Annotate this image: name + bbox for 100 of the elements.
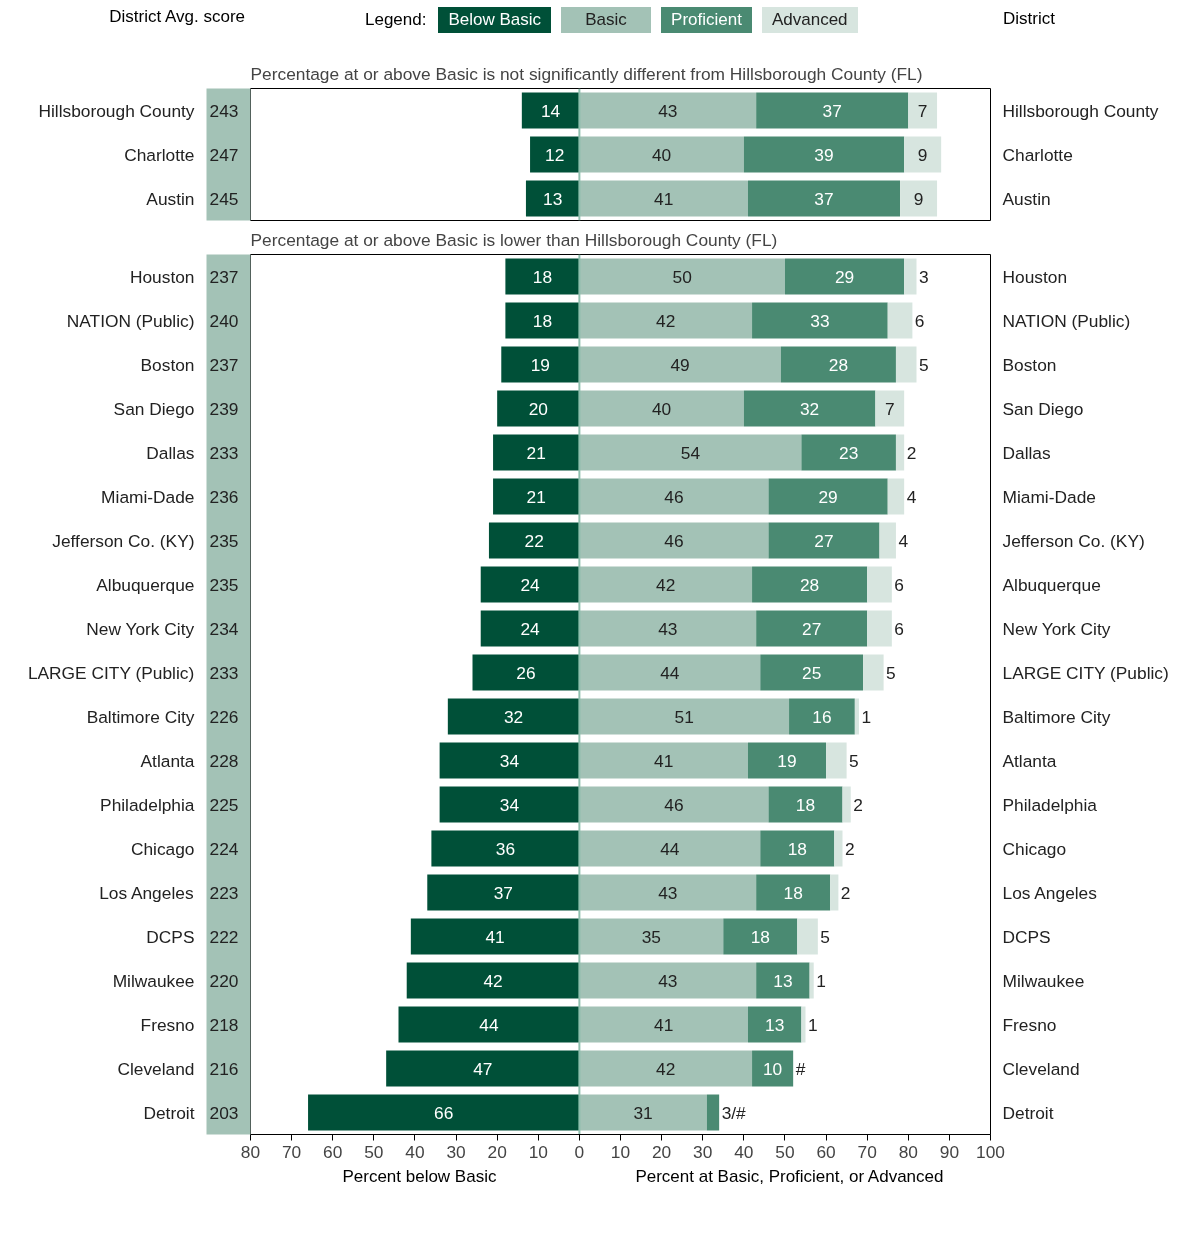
category-label: Hillsborough County <box>38 100 195 121</box>
data-label: 21 <box>526 442 546 463</box>
chart-title: Percentage at or above Basic is lower than Hillsborough County (FL) <box>250 229 778 250</box>
data-label: 41 <box>654 188 674 209</box>
data-label: 36 <box>495 838 516 859</box>
data-label: 27 <box>802 618 822 639</box>
data-label: 32 <box>503 706 524 727</box>
x-tick-label: 50 <box>364 1141 384 1162</box>
data-label: 22 <box>524 530 544 551</box>
category-label: Boston <box>140 354 195 375</box>
data-label: 28 <box>799 574 820 595</box>
text: # <box>795 1058 806 1079</box>
category-label: San Diego <box>113 398 195 419</box>
category-label: Cleveland <box>117 1058 195 1079</box>
x-tick-label: 70 <box>281 1141 302 1162</box>
category-label: Charlotte <box>124 144 195 165</box>
category-label: Chicago <box>130 838 195 859</box>
category-label: Austin <box>146 188 195 209</box>
category-label: DCPS <box>146 926 195 947</box>
data-label: 12 <box>545 144 565 165</box>
data-label: 41 <box>654 1014 674 1035</box>
text: 226 <box>209 706 239 727</box>
y-tick-label: Detroit <box>1002 1102 1054 1123</box>
data-label: 1 <box>807 1014 818 1035</box>
y-tick-label: Austin <box>1002 188 1051 209</box>
data-label: 37 <box>493 882 513 903</box>
text: 216 <box>209 1058 239 1079</box>
y-tick-label: Charlotte <box>1002 144 1073 165</box>
data-label: 31 <box>633 1102 653 1123</box>
data-label: 18 <box>783 882 803 903</box>
text: District Avg. score <box>108 7 245 27</box>
data-label: 9 <box>913 188 924 209</box>
data-label: 35 <box>641 926 661 947</box>
text: 228 <box>209 750 239 771</box>
data-label: 29 <box>834 266 855 287</box>
x-tick-label: 40 <box>405 1141 425 1162</box>
text: 218 <box>209 1014 239 1035</box>
data-label: 13 <box>773 970 793 991</box>
data-label: 41 <box>485 926 505 947</box>
data-label: 44 <box>479 1014 499 1035</box>
y-tick-label: Dallas <box>1002 442 1051 463</box>
y-tick-label: Albuquerque <box>1002 574 1101 595</box>
data-label: 34 <box>499 794 520 815</box>
y-tick-label: Fresno <box>1002 1014 1057 1035</box>
x-tick-label: 0 <box>574 1141 585 1162</box>
chart-title: Percentage at or above Basic is not significantly different from Hillsborough County (FL) <box>250 63 923 84</box>
category-label: LARGE CITY (Public) <box>27 662 195 683</box>
x-tick-label: 10 <box>610 1141 631 1162</box>
data-label: 7 <box>884 398 895 419</box>
y-tick-label: Cleveland <box>1002 1058 1080 1079</box>
data-label: 21 <box>526 486 546 507</box>
text: 233 <box>209 442 239 463</box>
data-label: 42 <box>656 574 676 595</box>
data-label: 5 <box>820 926 830 947</box>
text: 220 <box>209 970 239 991</box>
data-label: 29 <box>818 486 838 507</box>
text: 203 <box>209 1102 239 1123</box>
data-label: 43 <box>658 100 678 121</box>
category-label: Detroit <box>143 1102 195 1123</box>
data-label: 43 <box>658 882 678 903</box>
data-label: 37 <box>814 188 834 209</box>
text: District <box>1003 8 1055 30</box>
y-tick-label: Chicago <box>1002 838 1067 859</box>
y-tick-label: NATION (Public) <box>1002 310 1131 331</box>
data-label: 6 <box>894 618 904 639</box>
y-tick-label: DCPS <box>1002 926 1051 947</box>
data-label: 2 <box>853 794 863 815</box>
data-label: 49 <box>670 354 690 375</box>
category-label: Milwaukee <box>112 970 195 991</box>
data-label: 66 <box>434 1102 454 1123</box>
text: 224 <box>209 838 239 859</box>
y-tick-label: Los Angeles <box>1002 882 1098 903</box>
y-tick-label: Miami-Dade <box>1002 486 1096 507</box>
data-label: 40 <box>651 144 672 165</box>
y-tick-label: Boston <box>1002 354 1057 375</box>
text: Below Basic <box>438 7 552 34</box>
data-label: 18 <box>532 310 553 331</box>
data-label: 9 <box>917 144 928 165</box>
data-label: 10 <box>762 1058 783 1079</box>
data-label: 3 <box>918 266 929 287</box>
data-label: 37 <box>822 100 842 121</box>
data-label: 32 <box>799 398 820 419</box>
x-tick-label: 20 <box>651 1141 672 1162</box>
data-label: 5 <box>886 662 896 683</box>
data-label: 34 <box>499 750 520 771</box>
x-tick-label: 80 <box>240 1141 261 1162</box>
data-label: 6 <box>894 574 904 595</box>
data-label: 46 <box>664 794 684 815</box>
data-label: 27 <box>814 530 834 551</box>
data-label: 42 <box>483 970 503 991</box>
y-tick-label: Hillsborough County <box>1002 100 1159 121</box>
data-label: 33 <box>810 310 830 331</box>
data-label: 54 <box>680 442 701 463</box>
data-label: 6 <box>914 310 925 331</box>
text: 245 <box>209 188 239 209</box>
data-label: 3/# <box>721 1102 747 1123</box>
data-label: 4 <box>898 530 909 551</box>
data-label: 24 <box>520 618 541 639</box>
text: 243 <box>209 100 239 121</box>
data-label: 43 <box>658 970 678 991</box>
